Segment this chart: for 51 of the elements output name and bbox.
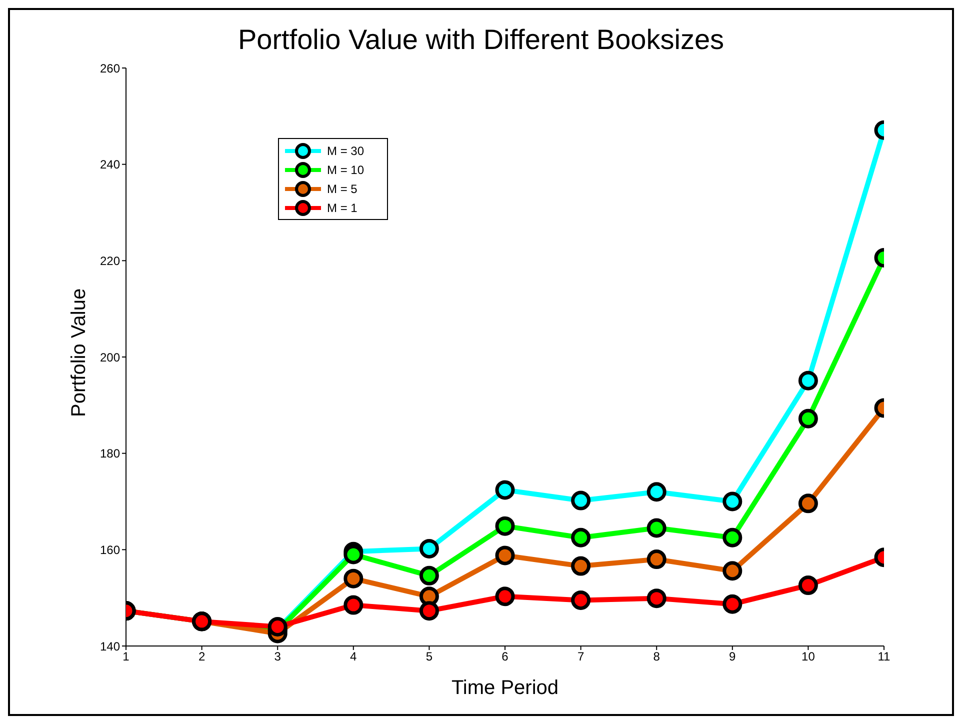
x-tick-label: 2 bbox=[198, 650, 206, 664]
y-tick-label: 160 bbox=[100, 542, 120, 557]
x-tick-label: 8 bbox=[653, 650, 660, 664]
point bbox=[722, 528, 742, 548]
point bbox=[419, 601, 439, 621]
x-axis-title: Time Period bbox=[451, 677, 559, 699]
point bbox=[419, 566, 439, 586]
point bbox=[571, 590, 591, 610]
point bbox=[798, 370, 818, 390]
x-tick-label: 5 bbox=[426, 650, 433, 664]
point bbox=[646, 518, 666, 538]
point bbox=[722, 492, 742, 512]
point bbox=[495, 516, 515, 536]
x-tick-label: 10 bbox=[802, 650, 816, 664]
y-axis-title: Portfolio Value bbox=[68, 288, 90, 417]
point bbox=[571, 556, 591, 576]
y-tick-label: 140 bbox=[100, 639, 120, 654]
legend-label: M = 10 bbox=[327, 162, 364, 176]
x-tick-label: 11 bbox=[878, 650, 891, 664]
point bbox=[344, 595, 364, 615]
point bbox=[495, 480, 515, 500]
x-tick-label: 3 bbox=[274, 650, 282, 664]
y-tick-label: 220 bbox=[100, 254, 120, 268]
legend-label: M = 30 bbox=[327, 144, 364, 158]
y-tick-label: 260 bbox=[100, 61, 120, 76]
point bbox=[495, 546, 515, 566]
chart-title: Portfolio Value with Different Booksizes bbox=[238, 24, 724, 55]
x-tick-label: 6 bbox=[502, 650, 509, 664]
x-tick-label: 9 bbox=[729, 650, 736, 664]
point bbox=[722, 594, 742, 614]
point bbox=[798, 576, 818, 596]
point bbox=[571, 490, 591, 510]
legend-label: M = 5 bbox=[327, 182, 358, 196]
x-tick-label: 1 bbox=[122, 650, 130, 664]
y-tick-label: 240 bbox=[100, 158, 120, 172]
point bbox=[798, 494, 818, 514]
point bbox=[268, 616, 288, 636]
point bbox=[646, 588, 666, 608]
point bbox=[722, 561, 742, 581]
x-tick-label: 7 bbox=[577, 650, 584, 664]
legend-label: M = 1 bbox=[327, 200, 358, 214]
point bbox=[344, 568, 364, 588]
point bbox=[646, 550, 666, 570]
point bbox=[419, 538, 439, 558]
y-tick-label: 180 bbox=[100, 446, 120, 461]
y-tick-label: 200 bbox=[100, 350, 120, 364]
x-tick-label: 4 bbox=[350, 650, 358, 664]
point bbox=[646, 482, 666, 502]
point bbox=[798, 408, 818, 428]
point bbox=[571, 528, 591, 548]
point bbox=[495, 586, 515, 606]
